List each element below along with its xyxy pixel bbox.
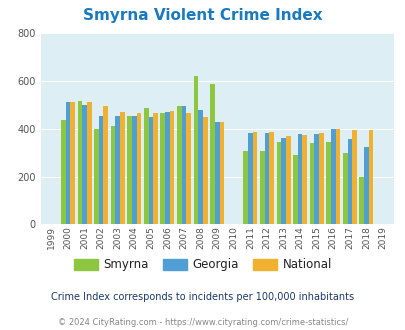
- Bar: [358, 177, 363, 224]
- Bar: [335, 129, 339, 224]
- Bar: [115, 115, 120, 224]
- Bar: [70, 102, 75, 224]
- Bar: [326, 142, 330, 224]
- Bar: [169, 111, 174, 224]
- Bar: [342, 152, 347, 224]
- Bar: [302, 135, 306, 224]
- Bar: [120, 112, 124, 224]
- Bar: [347, 140, 351, 224]
- Bar: [309, 143, 313, 224]
- Bar: [61, 120, 66, 224]
- Bar: [111, 126, 115, 224]
- Bar: [269, 132, 273, 224]
- Bar: [247, 133, 252, 224]
- Bar: [160, 113, 165, 224]
- Bar: [148, 117, 153, 224]
- Bar: [181, 106, 186, 224]
- Bar: [193, 76, 198, 224]
- Bar: [214, 122, 219, 224]
- Legend: Smyrna, Georgia, National: Smyrna, Georgia, National: [74, 258, 331, 271]
- Bar: [165, 112, 169, 224]
- Bar: [77, 101, 82, 224]
- Bar: [292, 155, 297, 224]
- Bar: [297, 134, 302, 224]
- Bar: [330, 129, 335, 224]
- Bar: [136, 113, 141, 224]
- Bar: [264, 133, 269, 224]
- Bar: [127, 115, 132, 224]
- Bar: [351, 130, 356, 224]
- Text: © 2024 CityRating.com - https://www.cityrating.com/crime-statistics/: © 2024 CityRating.com - https://www.city…: [58, 318, 347, 327]
- Bar: [66, 102, 70, 224]
- Bar: [276, 142, 281, 224]
- Bar: [98, 115, 103, 224]
- Bar: [186, 113, 190, 224]
- Bar: [368, 130, 373, 224]
- Bar: [94, 129, 98, 224]
- Bar: [82, 105, 87, 224]
- Bar: [252, 132, 257, 224]
- Bar: [177, 106, 181, 224]
- Bar: [143, 108, 148, 224]
- Bar: [153, 113, 158, 224]
- Bar: [363, 147, 368, 224]
- Bar: [313, 134, 318, 224]
- Bar: [243, 151, 247, 224]
- Text: Crime Index corresponds to incidents per 100,000 inhabitants: Crime Index corresponds to incidents per…: [51, 292, 354, 302]
- Text: Smyrna Violent Crime Index: Smyrna Violent Crime Index: [83, 8, 322, 23]
- Bar: [318, 134, 323, 224]
- Bar: [259, 151, 264, 224]
- Bar: [210, 84, 214, 224]
- Bar: [202, 117, 207, 224]
- Bar: [219, 122, 224, 224]
- Bar: [198, 110, 202, 224]
- Bar: [281, 138, 285, 224]
- Bar: [132, 115, 136, 224]
- Bar: [285, 136, 290, 224]
- Bar: [87, 102, 91, 224]
- Bar: [103, 106, 108, 224]
